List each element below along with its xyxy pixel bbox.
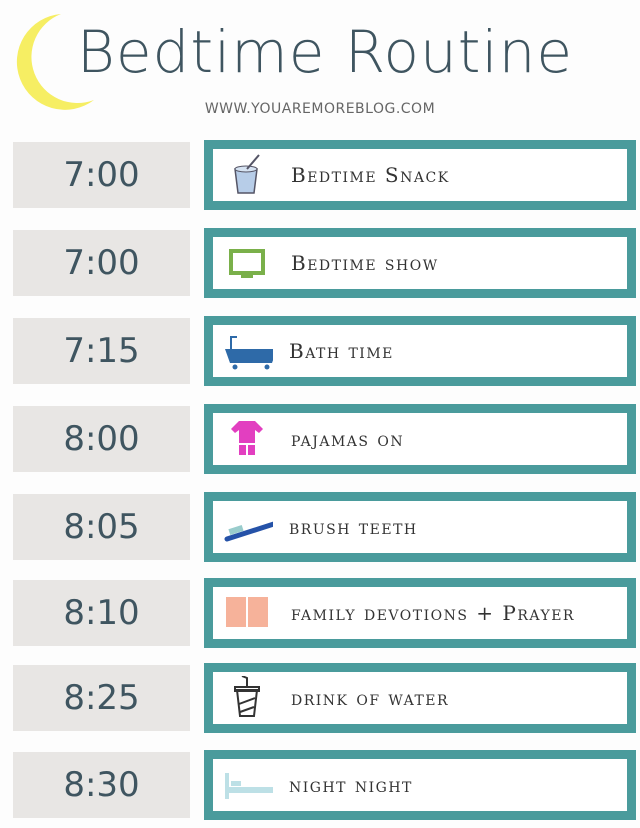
page-title: Bedtime Routine	[76, 18, 574, 86]
drink-cup-icon	[234, 676, 260, 717]
routine-row: 8:10 family devotions + Prayer	[0, 578, 640, 648]
task-card: night night	[204, 750, 636, 820]
website-url: WWW.YOUAREMOREBLOG.COM	[204, 101, 436, 117]
task-card: family devotions + Prayer	[204, 578, 636, 648]
time-slot: 8:30	[13, 752, 190, 818]
task-label: family devotions + Prayer	[291, 601, 575, 625]
toothbrush-icon	[224, 521, 273, 542]
task-label: drink of water	[291, 686, 450, 710]
bed-icon	[225, 773, 273, 799]
time-slot: 8:25	[13, 665, 190, 731]
task-card: pajamas on	[204, 404, 636, 474]
task-label: Bedtime show	[291, 251, 439, 275]
task-label: brush teeth	[289, 515, 418, 539]
bathtub-icon	[225, 336, 273, 370]
task-card: Bedtime show	[204, 228, 636, 298]
moon-icon	[16, 14, 94, 110]
task-label: Bedtime Snack	[291, 163, 450, 187]
task-label: Bath time	[289, 339, 394, 363]
time-slot: 8:05	[13, 494, 190, 560]
routine-row: 7:15 Bath time	[0, 316, 640, 386]
routine-row: 7:00 Bedtime show	[0, 228, 640, 298]
time-slot: 7:00	[13, 142, 190, 208]
time-slot: 7:15	[13, 318, 190, 384]
task-label: pajamas on	[291, 427, 405, 451]
task-card: drink of water	[204, 663, 636, 733]
task-card: brush teeth	[204, 492, 636, 562]
time-slot: 7:00	[13, 230, 190, 296]
time-slot: 8:00	[13, 406, 190, 472]
task-label: night night	[289, 773, 413, 797]
routine-row: 8:30 night night	[0, 750, 640, 820]
book-icon	[226, 597, 268, 627]
routine-row: 8:05 brush teeth	[0, 492, 640, 562]
task-card: Bath time	[204, 316, 636, 386]
routine-row: 7:00 Bedtime Snack	[0, 140, 640, 210]
routine-row: 8:25 drink of water	[0, 663, 640, 733]
task-card: Bedtime Snack	[204, 140, 636, 210]
time-slot: 8:10	[13, 580, 190, 646]
pajamas-icon	[231, 421, 263, 455]
routine-row: 8:00 pajamas on	[0, 404, 640, 474]
tv-icon	[229, 249, 265, 278]
yogurt-cup-icon	[234, 154, 260, 194]
